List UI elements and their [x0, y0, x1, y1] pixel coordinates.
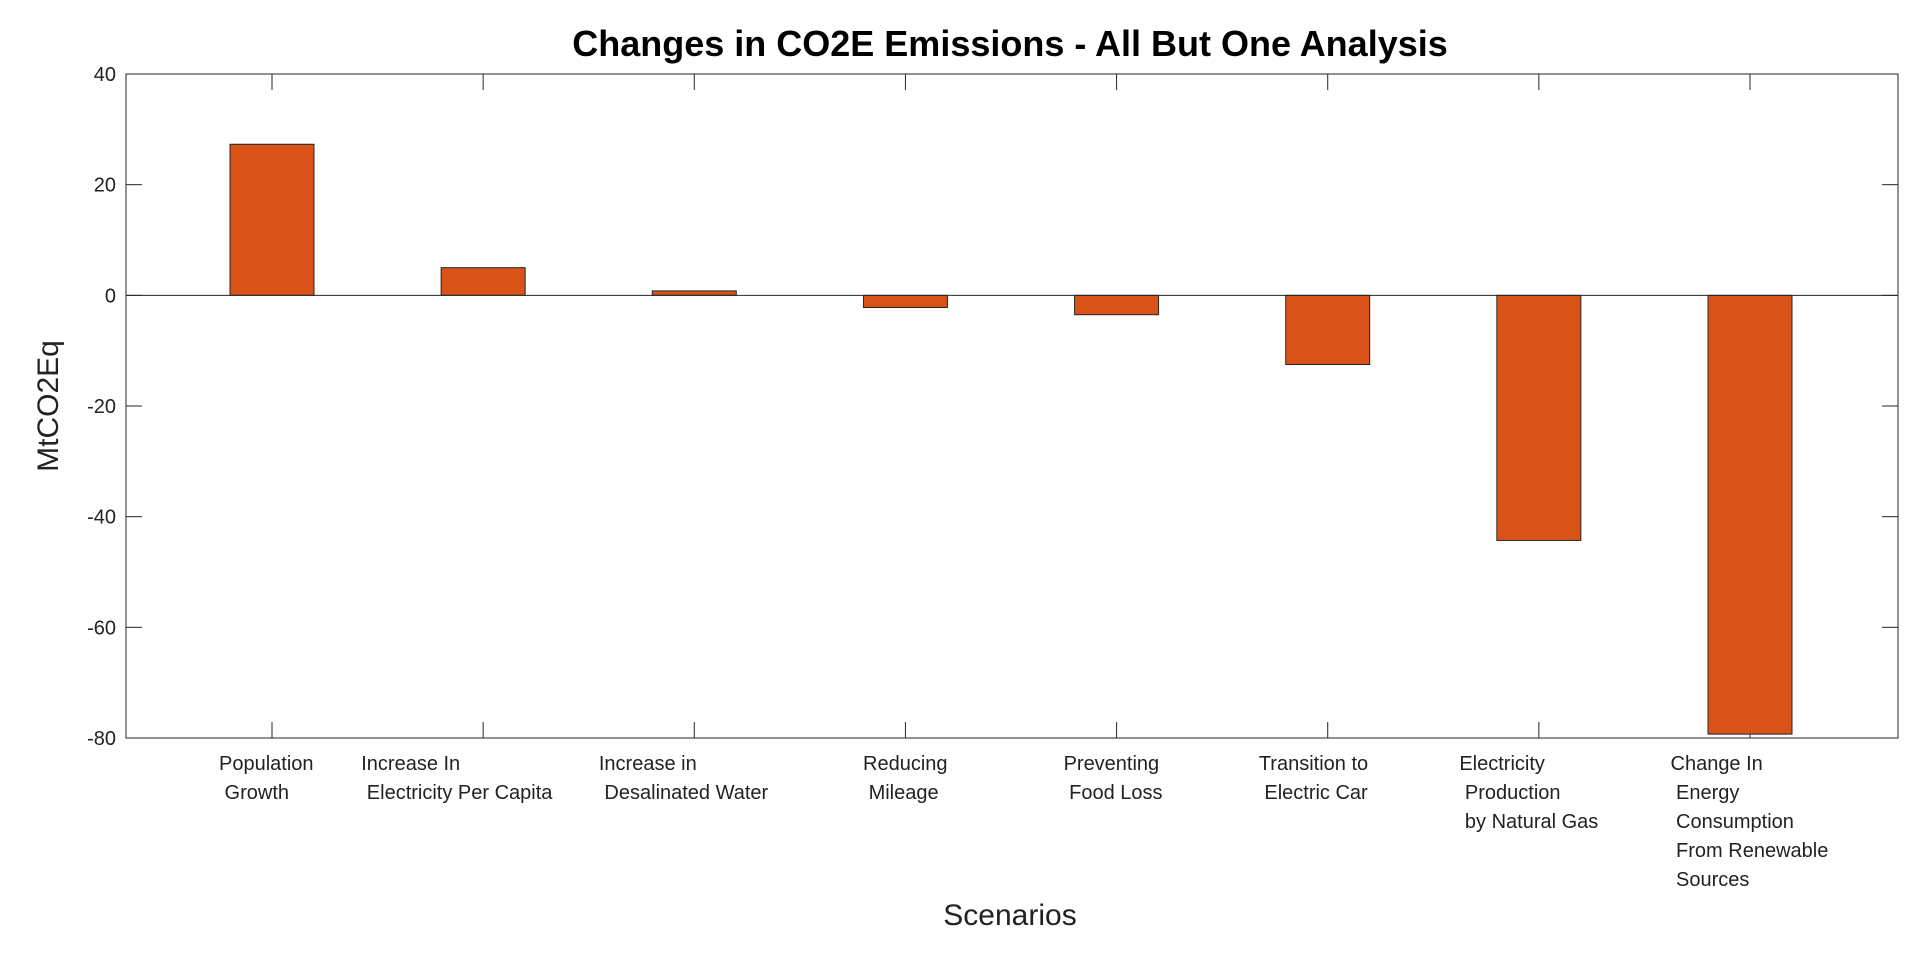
- y-axis-label: MtCO2Eq: [32, 340, 65, 472]
- bar: [1707, 294, 1793, 735]
- category-label-line: Change In: [1671, 753, 1763, 775]
- category-label-line: Transition to: [1259, 753, 1368, 775]
- category-label-line: Population: [219, 753, 314, 775]
- category-label-line: Sources: [1671, 869, 1750, 891]
- category-label: Reducing Mileage: [863, 753, 948, 804]
- bar: [651, 290, 737, 296]
- bar: [229, 143, 315, 296]
- y-tick-label: 20: [94, 175, 116, 197]
- plot-area: [125, 73, 1899, 739]
- bar: [1074, 294, 1160, 316]
- category-label-line: Desalinated Water: [599, 782, 769, 804]
- bars: [229, 143, 1793, 735]
- y-tick-label: 40: [94, 64, 116, 86]
- chart-title: Changes in CO2E Emissions - All But One …: [572, 23, 1448, 64]
- y-tick-label: -40: [87, 507, 116, 529]
- category-label-line: Food Loss: [1064, 782, 1163, 804]
- y-tick-label: -60: [87, 617, 116, 639]
- category-label-line: Electricity Per Capita: [361, 782, 553, 804]
- bar: [440, 267, 526, 296]
- category-label-line: Energy: [1671, 782, 1740, 804]
- category-label-line: Increase In: [361, 753, 460, 775]
- category-label-line: Electricity: [1459, 753, 1545, 775]
- category-label-line: Mileage: [863, 782, 939, 804]
- bar: [1496, 294, 1582, 541]
- y-tick-label: 0: [105, 285, 116, 307]
- category-label-line: Increase in: [599, 753, 697, 775]
- category-label-line: From Renewable: [1671, 840, 1829, 862]
- category-label-line: Growth: [219, 782, 289, 804]
- x-axis-label: Scenarios: [943, 899, 1076, 932]
- category-label-line: Reducing: [863, 753, 948, 775]
- category-label-line: by Natural Gas: [1459, 811, 1598, 833]
- category-label: Increase In Electricity Per Capita: [361, 753, 553, 804]
- category-label: Change In Energy Consumption From Renewa…: [1671, 753, 1829, 891]
- category-label: Electricity Production by Natural Gas: [1459, 753, 1598, 833]
- category-label-line: Electric Car: [1259, 782, 1368, 804]
- category-label: Population Growth: [219, 753, 314, 804]
- category-label-line: Consumption: [1671, 811, 1794, 833]
- y-tick-label: -80: [87, 728, 116, 750]
- category-label: Transition to Electric Car: [1259, 753, 1368, 804]
- category-labels: Population Growth Increase In Electricity…: [219, 753, 1828, 891]
- category-label: Preventing Food Loss: [1064, 753, 1163, 804]
- y-tick-labels: 40 20 0 -20 -40 -60 -80: [87, 64, 116, 750]
- bar: [1285, 294, 1371, 366]
- category-label: Increase in Desalinated Water: [599, 753, 769, 804]
- bar: [862, 294, 948, 309]
- y-tick-label: -20: [87, 396, 116, 418]
- category-label-line: Preventing: [1064, 753, 1160, 775]
- category-label-line: Production: [1459, 782, 1560, 804]
